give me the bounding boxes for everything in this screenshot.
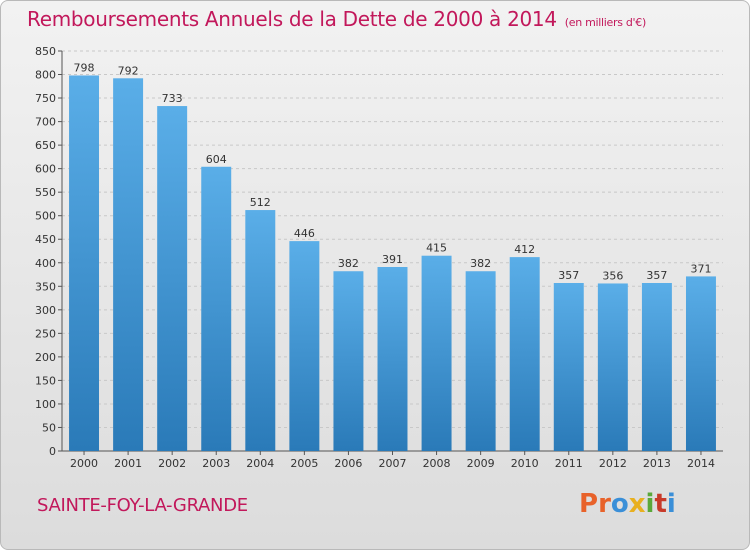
bar-2002 [157,106,188,451]
bar-2010 [509,257,540,451]
y-tick-label: 50 [42,421,56,434]
x-tick-label-2012: 2012 [599,457,627,470]
value-label-2013: 357 [646,269,667,282]
value-label-2007: 391 [382,253,403,266]
y-tick-label: 0 [49,445,56,458]
value-label-2006: 382 [338,257,359,270]
value-label-2010: 412 [514,243,535,256]
y-tick-label: 800 [35,69,56,82]
x-tick-label-2008: 2008 [423,457,451,470]
bar-2003 [201,166,232,451]
logo-letter: i [645,489,655,519]
bar-2004 [245,210,276,451]
y-tick-label: 300 [35,304,56,317]
y-tick-label: 250 [35,327,56,340]
y-tick-label: 550 [35,186,56,199]
bar-2009 [465,271,496,451]
value-label-2001: 792 [118,64,139,77]
logo-letter: o [610,489,629,519]
proxiti-logo: Proxiti [579,489,676,519]
x-tick-label-2000: 2000 [70,457,98,470]
logo-letter: i [666,489,676,519]
logo-letter: P [579,489,599,519]
y-tick-label: 850 [35,45,56,58]
value-label-2009: 382 [470,257,491,270]
y-tick-label: 150 [35,374,56,387]
bar-2013 [641,283,672,451]
x-tick-label-2013: 2013 [643,457,671,470]
x-tick-label-2004: 2004 [246,457,274,470]
y-tick-label: 650 [35,139,56,152]
bar-2014 [685,276,716,451]
chart-subtitle: (en milliers d'€) [564,16,646,29]
x-tick-label-2003: 2003 [202,457,230,470]
y-tick-label: 400 [35,257,56,270]
x-tick-label-2009: 2009 [467,457,495,470]
x-tick-label-2001: 2001 [114,457,142,470]
y-tick-label: 200 [35,351,56,364]
x-tick-label-2006: 2006 [334,457,362,470]
value-label-2002: 733 [162,92,183,105]
y-tick-label: 450 [35,233,56,246]
x-tick-label-2014: 2014 [687,457,715,470]
value-label-2008: 415 [426,242,447,255]
bar-2006 [333,271,364,451]
x-tick-label-2002: 2002 [158,457,186,470]
bar-2007 [377,267,408,451]
x-tick-label-2005: 2005 [290,457,318,470]
value-label-2012: 356 [602,269,623,282]
bar-layer [69,75,716,452]
y-tick-label: 700 [35,116,56,129]
bar-2000 [69,75,100,452]
value-label-2004: 512 [250,196,271,209]
y-tick-label: 350 [35,280,56,293]
value-label-2014: 371 [690,262,711,275]
commune-name: SAINTE-FOY-LA-GRANDE [37,495,248,516]
bar-2005 [289,241,320,451]
logo-letter: x [628,489,646,519]
label-layer: 798 792 733 604 512 446 382 391 415 382 412 357 356 3… [74,61,712,282]
value-label-2003: 604 [206,153,227,166]
chart-title-text: Remboursements Annuels de la Dette de 20… [27,7,557,31]
y-tick-label: 100 [35,398,56,411]
value-label-2005: 446 [294,227,315,240]
bar-2012 [597,283,628,451]
y-tick-label: 750 [35,92,56,105]
x-tick-label-2011: 2011 [555,457,583,470]
value-label-2000: 798 [74,61,95,74]
y-tick-label: 500 [35,210,56,223]
logo-letter: t [654,489,667,519]
logo-letter: r [598,489,611,519]
value-label-2011: 357 [558,269,579,282]
y-tick-label: 600 [35,163,56,176]
bar-2001 [113,78,144,451]
bar-2011 [553,283,584,451]
x-tick-label-2007: 2007 [379,457,407,470]
bar-2008 [421,255,452,451]
axis-layer: 0 50 100 150 200 250 300 350 400 450 500 550 600 650 7… [35,45,723,470]
chart-title: Remboursements Annuels de la Dette de 20… [27,7,646,31]
x-tick-label-2010: 2010 [511,457,539,470]
